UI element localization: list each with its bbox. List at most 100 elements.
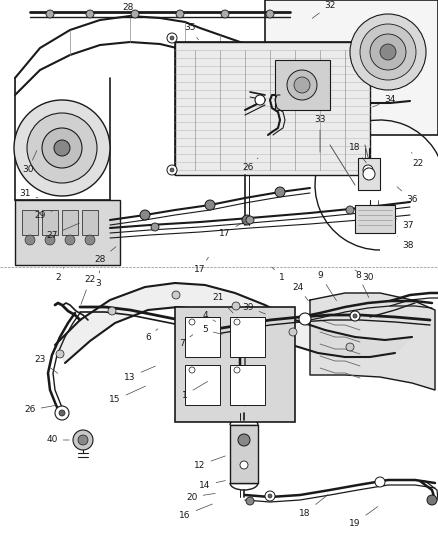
Circle shape: [287, 70, 317, 100]
Text: 4: 4: [202, 311, 215, 321]
Circle shape: [246, 216, 254, 224]
Text: 18: 18: [349, 143, 366, 163]
Circle shape: [363, 168, 375, 180]
Text: 13: 13: [124, 366, 155, 382]
Text: 6: 6: [145, 329, 158, 342]
Text: 24: 24: [293, 282, 308, 301]
Circle shape: [363, 165, 373, 175]
Circle shape: [176, 10, 184, 18]
Circle shape: [380, 44, 396, 60]
Bar: [230, 317, 265, 357]
Circle shape: [65, 235, 75, 245]
Text: 34: 34: [373, 95, 396, 107]
Circle shape: [73, 430, 93, 450]
Circle shape: [189, 367, 195, 373]
Bar: [358, 158, 380, 190]
Text: 28: 28: [94, 247, 116, 264]
Circle shape: [360, 24, 416, 80]
Bar: [265, 0, 438, 135]
Circle shape: [265, 491, 275, 501]
Circle shape: [56, 350, 64, 358]
Text: 16: 16: [179, 504, 212, 520]
Circle shape: [299, 313, 311, 325]
Circle shape: [221, 10, 229, 18]
Text: 26: 26: [25, 406, 55, 415]
Circle shape: [170, 36, 174, 40]
Text: 19: 19: [349, 507, 378, 528]
Circle shape: [427, 495, 437, 505]
Circle shape: [27, 113, 97, 183]
Circle shape: [234, 319, 240, 325]
Circle shape: [131, 10, 139, 18]
Text: 31: 31: [19, 189, 38, 198]
Text: 40: 40: [46, 435, 69, 445]
Circle shape: [346, 206, 354, 214]
Circle shape: [234, 367, 240, 373]
Circle shape: [370, 34, 406, 70]
Circle shape: [366, 36, 370, 40]
Bar: [185, 365, 220, 405]
Circle shape: [45, 235, 55, 245]
Text: 12: 12: [194, 456, 226, 470]
Text: 21: 21: [212, 293, 233, 313]
Text: 33: 33: [314, 116, 326, 152]
Circle shape: [14, 100, 110, 196]
Text: 22: 22: [411, 152, 424, 167]
Bar: [175, 307, 295, 422]
Circle shape: [25, 235, 35, 245]
Bar: [62, 210, 78, 235]
Circle shape: [294, 77, 310, 93]
Bar: [355, 205, 395, 233]
Circle shape: [55, 406, 69, 420]
Text: 30: 30: [22, 150, 37, 174]
Polygon shape: [310, 293, 435, 390]
Circle shape: [353, 314, 357, 318]
Text: 27: 27: [46, 223, 79, 239]
Text: 8: 8: [355, 271, 369, 297]
Circle shape: [350, 14, 426, 90]
Circle shape: [86, 10, 94, 18]
Bar: [175, 42, 370, 175]
Circle shape: [275, 187, 285, 197]
Text: 32: 32: [312, 1, 336, 18]
Circle shape: [375, 477, 385, 487]
Text: 18: 18: [299, 495, 328, 518]
Text: 39: 39: [242, 303, 265, 314]
Circle shape: [232, 302, 240, 310]
Bar: [275, 60, 330, 110]
Text: 38: 38: [397, 237, 414, 249]
Text: 26: 26: [242, 158, 258, 173]
Bar: [42, 210, 58, 235]
Text: 37: 37: [395, 218, 414, 230]
Text: 14: 14: [199, 481, 225, 489]
Circle shape: [78, 435, 88, 445]
Text: 17: 17: [194, 257, 208, 274]
Circle shape: [151, 223, 159, 231]
Bar: [82, 210, 98, 235]
Bar: [15, 200, 120, 265]
Text: 35: 35: [184, 23, 198, 40]
Text: 30: 30: [355, 270, 374, 282]
Bar: [230, 425, 258, 483]
Text: 29: 29: [34, 211, 53, 220]
Circle shape: [350, 311, 360, 321]
Circle shape: [266, 10, 274, 18]
Text: 17: 17: [219, 221, 244, 238]
Text: 22: 22: [81, 276, 95, 304]
Circle shape: [289, 328, 297, 336]
Circle shape: [59, 410, 65, 416]
Text: 36: 36: [397, 187, 418, 205]
Bar: [185, 317, 220, 357]
Circle shape: [255, 95, 265, 105]
Circle shape: [172, 291, 180, 299]
Text: 1: 1: [272, 267, 285, 282]
Circle shape: [240, 461, 248, 469]
Circle shape: [54, 140, 70, 156]
Bar: [22, 210, 38, 235]
Text: 15: 15: [109, 386, 145, 405]
Circle shape: [189, 319, 195, 325]
Text: 7: 7: [179, 335, 193, 348]
Bar: [230, 365, 265, 405]
Circle shape: [167, 165, 177, 175]
Text: 2: 2: [55, 268, 64, 282]
